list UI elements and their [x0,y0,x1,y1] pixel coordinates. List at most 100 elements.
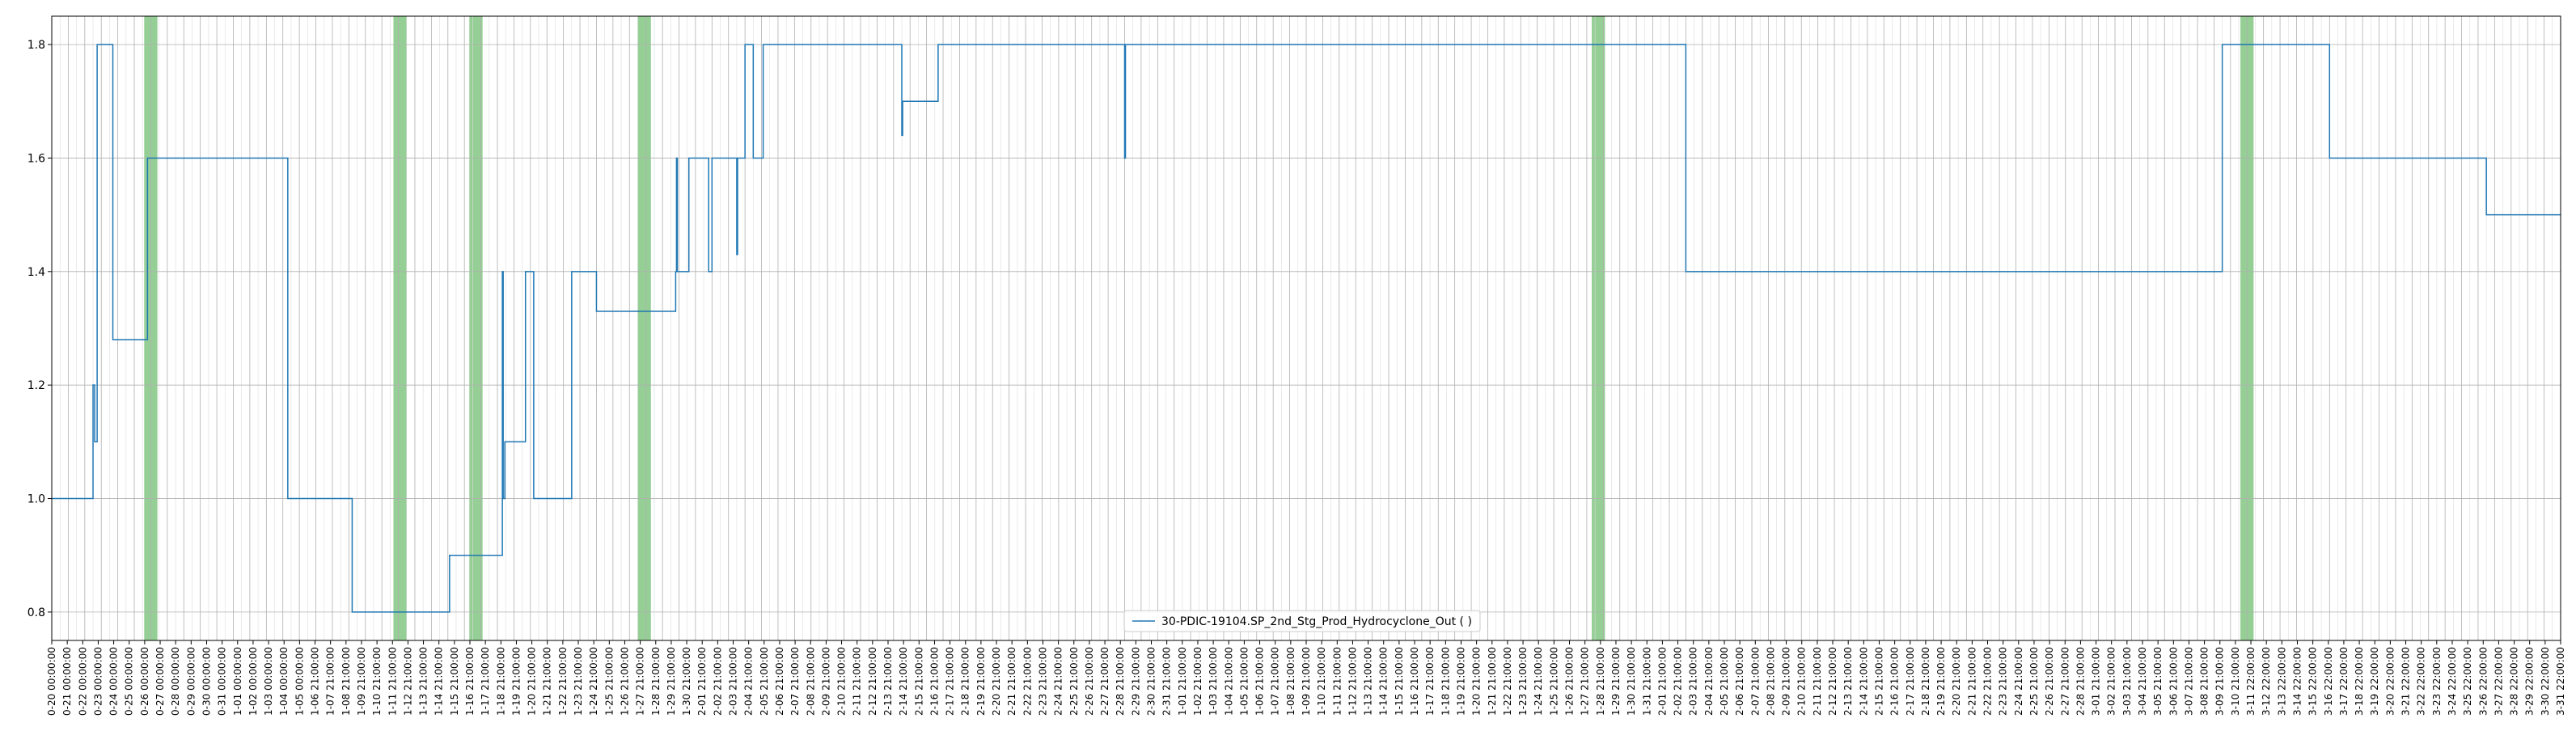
x-tick-label: 2-30 21:00:00 [1146,647,1157,716]
x-tick-label: 1-06 21:00:00 [1254,647,1266,716]
x-tick-label: 2-06 21:00:00 [774,647,785,716]
y-tick-label: 1.2 [27,379,45,392]
x-tick-label: 3-02 21:00:00 [2106,647,2117,716]
x-tick-label: 3-16 22:00:00 [2323,647,2334,716]
highlight-band [1592,16,1605,640]
x-tick-label: 2-09 21:00:00 [1781,647,1792,716]
x-tick-label: 1-24 21:00:00 [1533,647,1544,716]
x-tick-label: 1-25 21:00:00 [1548,647,1559,716]
x-tick-label: 2-10 21:00:00 [836,647,848,716]
legend: 30-PDIC-19104.SP_2nd_Stg_Prod_Hydrocyclo… [1123,610,1481,632]
x-tick-label: 1-20 21:00:00 [1471,647,1483,716]
x-tick-label: 2-23 21:00:00 [1037,647,1048,716]
x-tick-label: 2-05 21:00:00 [1719,647,1730,716]
x-tick-label: 2-13 21:00:00 [882,647,894,716]
y-tick-label: 1.6 [27,152,45,165]
x-tick-label: 1-10 21:00:00 [371,647,383,716]
x-tick-label: 1-31 21:00:00 [1641,647,1652,716]
x-tick-label: 3-30 22:00:00 [2540,647,2551,716]
x-tick-label: 0-29 00:00:00 [185,647,197,716]
x-tick-label: 1-17 21:00:00 [480,647,491,716]
x-tick-label: 1-24 21:00:00 [588,647,599,716]
x-tick-label: 2-01 21:00:00 [696,647,708,716]
x-tick-label: 1-20 21:00:00 [527,647,538,716]
x-tick-label: 1-13 21:00:00 [1363,647,1374,716]
x-tick-label: 3-18 22:00:00 [2354,647,2365,716]
x-tick-label: 2-09 21:00:00 [820,647,831,716]
x-tick-label: 1-08 21:00:00 [341,647,352,716]
x-tick-label: 1-21 21:00:00 [1487,647,1498,716]
x-tick-label: 1-16 21:00:00 [464,647,476,716]
x-tick-label: 1-11 21:00:00 [1331,647,1343,716]
x-tick-label: 1-27 21:00:00 [635,647,646,716]
x-tick-label: 1-26 21:00:00 [619,647,630,716]
x-tick-label: 1-15 21:00:00 [1394,647,1405,716]
x-tick-label: 3-13 22:00:00 [2276,647,2287,716]
x-tick-label: 0-20 00:00:00 [46,647,57,716]
x-tick-label: 2-28 21:00:00 [1115,647,1126,716]
x-tick-label: 3-12 22:00:00 [2261,647,2272,716]
x-tick-label: 2-11 21:00:00 [852,647,863,716]
x-tick-label: 2-28 21:00:00 [2075,647,2086,716]
x-tick-label: 2-17 21:00:00 [945,647,956,716]
x-tick-label: 1-06 21:00:00 [310,647,321,716]
x-tick-label: 2-05 21:00:00 [759,647,770,716]
x-tick-label: 2-27 21:00:00 [2059,647,2071,716]
x-tick-label: 3-25 22:00:00 [2462,647,2473,716]
legend-box [1123,610,1481,632]
x-tick-label: 1-23 21:00:00 [573,647,584,716]
x-tick-label: 2-15 21:00:00 [913,647,924,716]
x-tick-label: 1-23 21:00:00 [1517,647,1529,716]
x-tick-label: 3-15 22:00:00 [2307,647,2319,716]
x-tick-label: 2-03 21:00:00 [728,647,739,716]
x-tick-label: 0-23 00:00:00 [92,647,104,716]
x-tick-label: 2-31 21:00:00 [1161,647,1173,716]
x-tick-label: 3-03 21:00:00 [2121,647,2133,716]
y-tick-label: 0.8 [27,606,45,619]
x-tick-label: 1-22 21:00:00 [557,647,569,716]
x-tick-label: 2-12 21:00:00 [1827,647,1838,716]
x-tick-label: 1-27 21:00:00 [1580,647,1591,716]
x-tick-label: 1-18 21:00:00 [1440,647,1451,716]
x-tick-label: 2-27 21:00:00 [1099,647,1110,716]
x-tick-label: 1-04 21:00:00 [1223,647,1234,716]
x-tick-label: 0-31 00:00:00 [217,647,228,716]
legend-label: 30-PDIC-19104.SP_2nd_Stg_Prod_Hydrocyclo… [1161,615,1472,628]
x-tick-label: 1-01 21:00:00 [1177,647,1188,716]
x-tick-label: 0-24 00:00:00 [108,647,120,716]
x-tick-label: 2-02 21:00:00 [1673,647,1684,716]
x-tick-label: 0-27 00:00:00 [154,647,166,716]
highlight-band [637,16,651,640]
x-tick-label: 3-01 21:00:00 [2091,647,2102,716]
x-tick-label: 1-09 21:00:00 [1301,647,1312,716]
x-tick-label: 1-01 00:00:00 [232,647,243,716]
x-tick-label: 2-12 21:00:00 [867,647,878,716]
x-tick-label: 3-31 22:00:00 [2555,647,2566,716]
x-tick-label: 1-13 21:00:00 [418,647,429,716]
x-tick-label: 2-29 21:00:00 [1130,647,1141,716]
x-tick-label: 2-18 21:00:00 [960,647,971,716]
x-tick-label: 0-26 00:00:00 [139,647,150,716]
x-tick-label: 3-23 22:00:00 [2431,647,2443,716]
series-line [52,44,2561,613]
x-tick-label: 2-03 21:00:00 [1688,647,1699,716]
x-tick-label: 2-16 21:00:00 [1889,647,1901,716]
x-tick-label: 0-30 00:00:00 [201,647,212,716]
x-tick-label: 2-04 21:00:00 [1703,647,1715,716]
x-tick-label: 3-07 21:00:00 [2183,647,2194,716]
x-tick-label: 2-01 21:00:00 [1656,647,1668,716]
x-tick-label: 2-06 21:00:00 [1734,647,1745,716]
x-tick-label: 1-09 21:00:00 [356,647,367,716]
x-tick-label: 2-22 21:00:00 [1022,647,1033,716]
x-tick-label: 3-14 22:00:00 [2291,647,2303,716]
x-tick-label: 1-12 21:00:00 [402,647,413,716]
x-tick-label: 3-09 21:00:00 [2214,647,2226,716]
x-tick-label: 1-19 21:00:00 [510,647,522,716]
x-tick-label: 1-10 21:00:00 [1316,647,1327,716]
y-tick-label: 1.4 [27,266,45,279]
x-tick-label: 1-19 21:00:00 [1455,647,1466,716]
x-tick-label: 1-26 21:00:00 [1564,647,1576,716]
x-tick-label: 1-28 21:00:00 [650,647,662,716]
x-tick-label: 2-26 21:00:00 [1084,647,1095,716]
